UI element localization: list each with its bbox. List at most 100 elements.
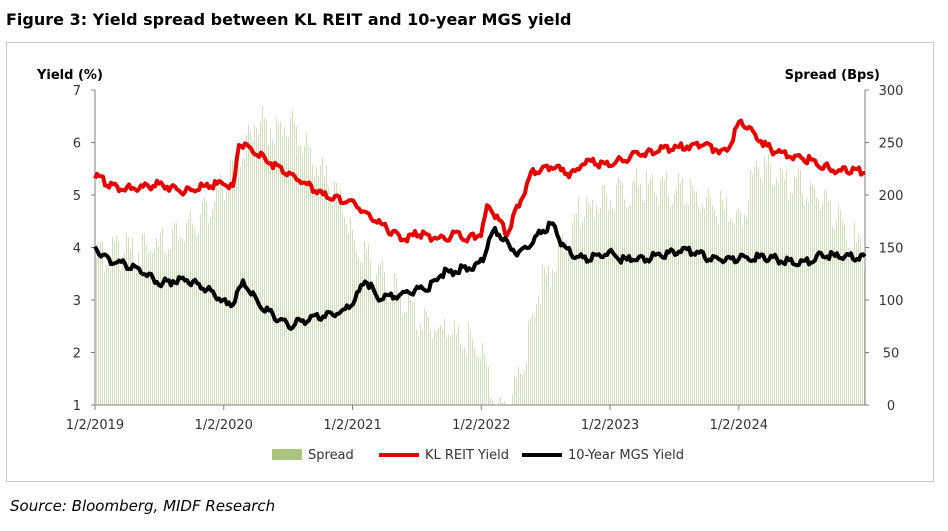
spread-bar — [232, 160, 233, 405]
spread-bar — [112, 237, 113, 405]
spread-bar — [414, 301, 415, 405]
spread-bar — [272, 138, 273, 405]
spread-bar — [590, 205, 591, 405]
spread-bar — [188, 218, 189, 405]
spread-bar — [418, 335, 419, 405]
kl-reit-yield-line — [93, 118, 866, 244]
spread-bar — [560, 238, 561, 405]
spread-bar — [476, 356, 477, 405]
spread-bar — [574, 213, 575, 405]
spread-bar — [622, 182, 623, 405]
spread-bar — [746, 217, 747, 405]
spread-bar — [766, 164, 767, 405]
spread-bar — [606, 195, 607, 405]
spread-bar — [650, 178, 651, 405]
spread-bar — [406, 311, 407, 405]
spread-bar — [722, 200, 723, 405]
spread-bar — [528, 320, 529, 405]
spread-bar — [364, 241, 365, 405]
spread-bar — [264, 118, 265, 406]
spread-bar — [270, 128, 271, 405]
spread-bar — [784, 179, 785, 405]
spread-bar — [536, 303, 537, 405]
spread-bar — [462, 348, 463, 405]
spread-bar — [466, 356, 467, 405]
spread-bar — [734, 224, 735, 405]
spread-bar — [514, 375, 515, 405]
spread-bar — [554, 272, 555, 405]
spread-bar — [142, 233, 143, 405]
spread-bar — [338, 194, 339, 405]
spread-bar — [474, 347, 475, 405]
legend-spread-label: Spread — [308, 448, 354, 463]
spread-bar — [834, 229, 835, 405]
legend-kl-reit-label: KL REIT Yield — [425, 448, 509, 463]
spread-bar — [488, 366, 489, 405]
spread-bar — [552, 269, 553, 405]
spread-bar — [98, 253, 99, 405]
spread-bar — [534, 316, 535, 405]
spread-bar — [652, 174, 653, 405]
spread-bar — [420, 323, 421, 405]
spread-bar — [744, 213, 745, 405]
spread-bar — [412, 302, 413, 405]
legend: Spread KL REIT Yield 10-Year MGS Yield — [272, 448, 684, 463]
spread-bar — [206, 200, 207, 405]
spread-bar — [858, 233, 859, 405]
spread-bar — [436, 331, 437, 405]
spread-bar — [630, 204, 631, 405]
x-tick-label: 1/2/2022 — [452, 418, 510, 433]
spread-bar — [608, 210, 609, 405]
spread-bar — [602, 185, 603, 405]
spread-bar — [306, 132, 307, 405]
spread-bar — [422, 328, 423, 405]
spread-bar — [584, 216, 585, 405]
spread-bar — [516, 378, 517, 405]
spread-bar — [518, 366, 519, 405]
spread-bar — [756, 160, 757, 405]
y-left-tick-label: 2 — [73, 347, 81, 362]
spread-bar — [832, 226, 833, 405]
spread-bar — [274, 144, 275, 406]
spread-bar — [618, 177, 619, 405]
spread-bar — [716, 216, 717, 405]
spread-bar — [352, 229, 353, 405]
spread-bar — [550, 286, 551, 405]
x-tick-label: 1/2/2020 — [195, 418, 253, 433]
spread-bar — [178, 239, 179, 405]
spread-bar — [588, 202, 589, 405]
spread-bar — [782, 169, 783, 405]
y-right-tick-label: 200 — [879, 189, 904, 204]
spread-bar — [118, 241, 119, 405]
spread-bar — [396, 278, 397, 405]
spread-bars — [96, 105, 865, 406]
spread-bar — [144, 233, 145, 405]
series-lines — [93, 118, 867, 331]
spread-bar — [296, 126, 297, 406]
spread-bar — [192, 223, 193, 405]
spread-bar — [646, 170, 647, 405]
spread-bar — [640, 184, 641, 405]
spread-bar — [568, 246, 569, 405]
spread-bar — [532, 314, 533, 405]
spread-bar — [378, 265, 379, 405]
x-tick-label: 1/2/2023 — [581, 418, 639, 433]
y-left-axis-title: Yield (%) — [36, 68, 103, 83]
spread-bar — [106, 264, 107, 405]
spread-bar — [302, 156, 303, 405]
spread-bar — [432, 338, 433, 405]
spread-bar — [278, 123, 279, 405]
spread-bar — [348, 233, 349, 405]
spread-bar — [450, 336, 451, 405]
spread-bar — [632, 182, 633, 405]
spread-bar — [610, 200, 611, 405]
spread-bar — [672, 203, 673, 405]
spread-bar — [262, 105, 263, 406]
spread-bar — [556, 270, 557, 405]
spread-bar — [170, 248, 171, 405]
spread-bar — [668, 195, 669, 405]
spread-bar — [708, 189, 709, 405]
spread-bar — [128, 237, 129, 405]
spread-bar — [322, 157, 323, 405]
spread-bar — [620, 179, 621, 405]
